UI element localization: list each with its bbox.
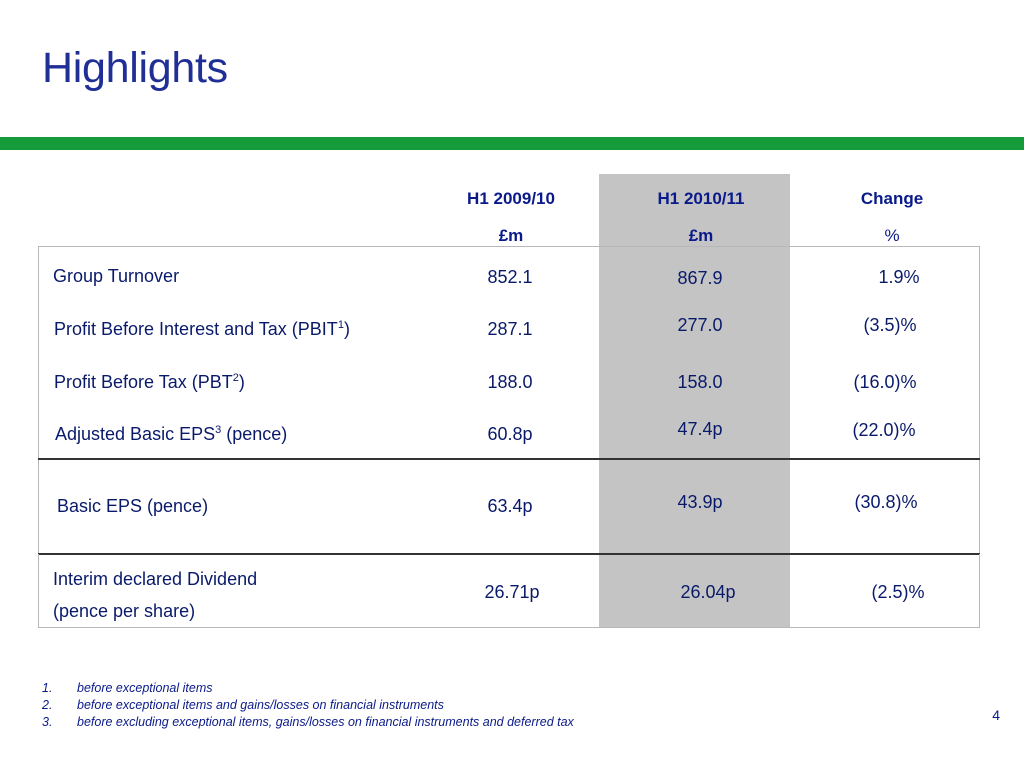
footnote-ref: 2	[232, 372, 239, 384]
column-header-h1-2010-11: H1 2010/11	[657, 189, 745, 208]
row-value-h1-2009-10: 26.71p	[484, 582, 540, 602]
footnote-number: 2.	[42, 698, 53, 712]
row-value-change: (16.0)%	[853, 372, 917, 392]
row-label-interim-dividend: Interim declared Dividend	[53, 569, 258, 589]
column-unit-change: %	[884, 226, 900, 245]
table-border-right	[979, 460, 980, 554]
row-label-basic-eps: Basic EPS (pence)	[57, 496, 209, 516]
table-border-bottom	[38, 627, 980, 628]
footnote-text: before excluding exceptional items, gain…	[77, 715, 574, 729]
row-value-h1-2009-10: 188.0	[487, 372, 533, 392]
row-label-group-turnover: Group Turnover	[53, 266, 180, 286]
row-label-pbit: Profit Before Interest and Tax (PBIT1)	[54, 319, 350, 339]
row-value-h1-2009-10: 63.4p	[487, 496, 533, 516]
row-label-adjusted-basic-eps: Adjusted Basic EPS3 (pence)	[55, 424, 288, 444]
table-border-top	[38, 246, 980, 247]
row-value-h1-2010-11: 158.0	[677, 372, 723, 392]
row-value-h1-2010-11: 43.9p	[677, 492, 723, 512]
row-value-h1-2010-11: 867.9	[677, 268, 723, 288]
row-value-h1-2009-10: 60.8p	[487, 424, 533, 444]
table-border-left	[38, 554, 39, 628]
footnote-text: before exceptional items	[77, 681, 213, 695]
footnote-ref: 1	[337, 319, 344, 331]
row-value-h1-2010-11: 26.04p	[680, 582, 736, 602]
table-border-right	[979, 554, 980, 628]
table-border-left	[38, 246, 39, 460]
table-border-right	[979, 246, 980, 460]
footnote-ref: 3	[215, 424, 222, 436]
column-unit-h1-2009-10: £m	[498, 226, 524, 245]
table-border-left	[38, 460, 39, 554]
column-header-h1-2009-10: H1 2009/10	[467, 189, 555, 208]
row-value-change: (22.0)%	[852, 420, 916, 440]
row-value-change: (3.5)%	[863, 315, 917, 335]
row-label-pbt: Profit Before Tax (PBT2)	[54, 372, 245, 392]
row-value-h1-2009-10: 287.1	[487, 319, 533, 339]
footnote-text: before exceptional items and gains/losse…	[77, 698, 444, 712]
footnote-number: 3.	[42, 715, 53, 729]
row-value-change: 1.9%	[878, 267, 920, 287]
table-separator	[38, 553, 980, 555]
row-value-change: (2.5)%	[871, 582, 925, 602]
column-header-change: Change	[860, 189, 924, 208]
table-separator	[38, 458, 980, 460]
highlighted-column-background	[599, 174, 790, 628]
page-number: 4	[992, 707, 1000, 723]
column-unit-h1-2010-11: £m	[688, 226, 714, 245]
footnote-number: 1.	[42, 681, 53, 695]
row-value-h1-2010-11: 47.4p	[677, 419, 723, 439]
slide-title: Highlights	[42, 44, 228, 92]
row-value-change: (30.8)%	[854, 492, 918, 512]
row-label-interim-dividend-line2: (pence per share)	[53, 601, 196, 621]
row-value-h1-2010-11: 277.0	[677, 315, 723, 335]
row-value-h1-2009-10: 852.1	[487, 267, 533, 287]
accent-bar	[0, 137, 1024, 150]
